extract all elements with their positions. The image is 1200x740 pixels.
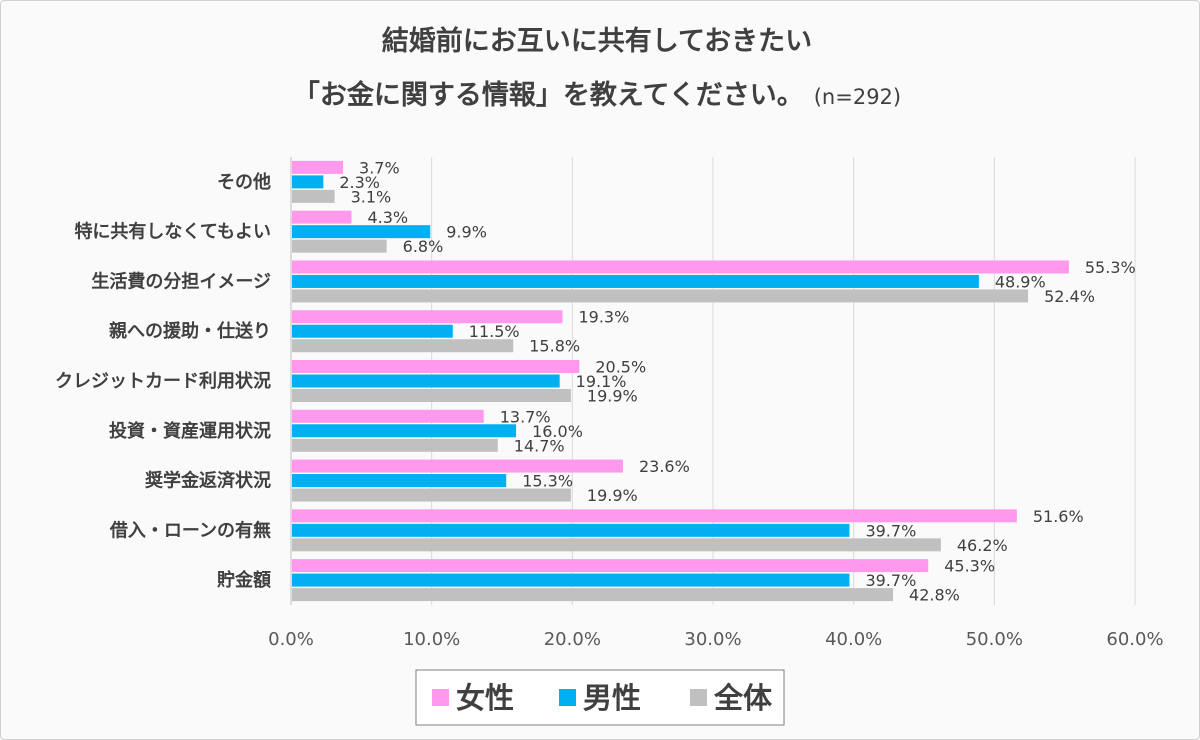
bar (292, 360, 580, 373)
category-label: 借入・ローンの有無 (109, 519, 271, 541)
bar (292, 339, 514, 353)
data-label: 16.0% (532, 422, 583, 441)
bar (292, 210, 352, 224)
bar (292, 573, 850, 587)
bar (292, 189, 335, 203)
bar (292, 389, 571, 402)
data-label: 2.3% (339, 173, 380, 192)
data-label: 13.7% (500, 407, 551, 426)
data-label: 19.3% (578, 308, 629, 327)
data-label: 51.6% (1033, 507, 1084, 526)
bar (292, 523, 850, 537)
category-label: 特に共有しなくてもよい (74, 221, 271, 243)
chart-title-line1: 結婚前にお互いに共有しておきたい (382, 25, 812, 57)
bar (292, 538, 941, 552)
bar (292, 438, 498, 452)
category-label: その他 (217, 171, 271, 193)
data-label: 20.5% (595, 358, 646, 377)
data-label: 15.3% (522, 472, 573, 491)
data-label: 52.4% (1044, 287, 1095, 306)
bar (292, 160, 344, 174)
data-label: 3.7% (359, 158, 400, 177)
bar (292, 409, 484, 423)
legend-swatch (690, 689, 707, 706)
data-label: 19.9% (587, 387, 638, 406)
category-label: 親への援助・仕送り (109, 320, 271, 342)
data-label: 14.7% (514, 436, 565, 455)
category-labels: その他特に共有しなくてもよい生活費の分担イメージ親への援助・仕送りクレジットカー… (55, 171, 271, 591)
legend-label: 女性 (456, 681, 514, 715)
data-label: 6.8% (403, 237, 444, 256)
bar (292, 225, 431, 239)
legend-label: 男性 (583, 681, 641, 715)
category-label: 投資・資産運用状況 (109, 420, 271, 442)
bars (292, 160, 1069, 602)
data-label: 19.9% (587, 486, 638, 505)
bar (292, 274, 979, 288)
bar (292, 374, 560, 388)
x-tick-label: 40.0% (825, 629, 882, 650)
category-label: クレジットカード利用状況 (55, 370, 271, 392)
data-label: 9.9% (446, 223, 487, 242)
category-label: 貯金額 (217, 569, 271, 591)
data-label: 4.3% (367, 208, 408, 227)
chart-title-line2: 「お金に関する情報」を教えてください。 (293, 79, 804, 111)
data-label: 23.6% (639, 457, 690, 476)
bar (292, 559, 929, 573)
legend: 女性 男性 全体 (415, 669, 785, 726)
data-label: 46.2% (957, 536, 1008, 555)
data-label: 48.9% (995, 272, 1046, 291)
data-label: 15.8% (529, 337, 580, 356)
bar (292, 588, 894, 602)
category-label: 生活費の分担イメージ (91, 270, 271, 292)
category-label: 奨学金返済状況 (145, 470, 271, 492)
bar (292, 424, 517, 438)
x-tick-label: 30.0% (684, 629, 741, 650)
data-label: 39.7% (865, 521, 916, 540)
bar (292, 324, 453, 338)
x-tick-label: 60.0% (1106, 629, 1163, 650)
legend-label: 全体 (713, 681, 773, 715)
x-tick-label: 10.0% (403, 629, 460, 650)
legend-box (415, 669, 785, 726)
data-label: 45.3% (944, 557, 995, 576)
data-label: 55.3% (1085, 258, 1136, 277)
bar (292, 488, 571, 502)
bar (292, 474, 507, 488)
bar (292, 289, 1029, 303)
x-tick-label: 20.0% (544, 629, 601, 650)
data-label: 39.7% (865, 571, 916, 590)
x-tick-labels: 0.0% 10.0% 20.0% 30.0% 40.0% 50.0% 60.0% (268, 629, 1163, 650)
legend-swatch (432, 689, 449, 706)
bar (292, 175, 324, 189)
x-tick-label: 50.0% (966, 629, 1023, 650)
data-labels: 3.7%2.3%3.1% 4.3% 9.9%6.8% 55.3% 48.9%52.4% 1… (339, 158, 1135, 604)
bar (292, 310, 563, 324)
chart-title-note: (n=292) (814, 85, 901, 109)
bar (292, 509, 1017, 523)
bar (292, 239, 387, 253)
data-label: 11.5% (469, 322, 520, 341)
legend-swatch (559, 689, 576, 706)
data-label: 42.8% (909, 586, 960, 605)
data-label: 3.1% (351, 187, 392, 206)
chart-title-line2-group: 「お金に関する情報」を教えてください。 (n=292) (293, 79, 901, 111)
bar (292, 260, 1069, 274)
x-tick-label: 0.0% (268, 629, 314, 650)
bar (292, 459, 623, 473)
data-label: 19.1% (576, 372, 627, 391)
